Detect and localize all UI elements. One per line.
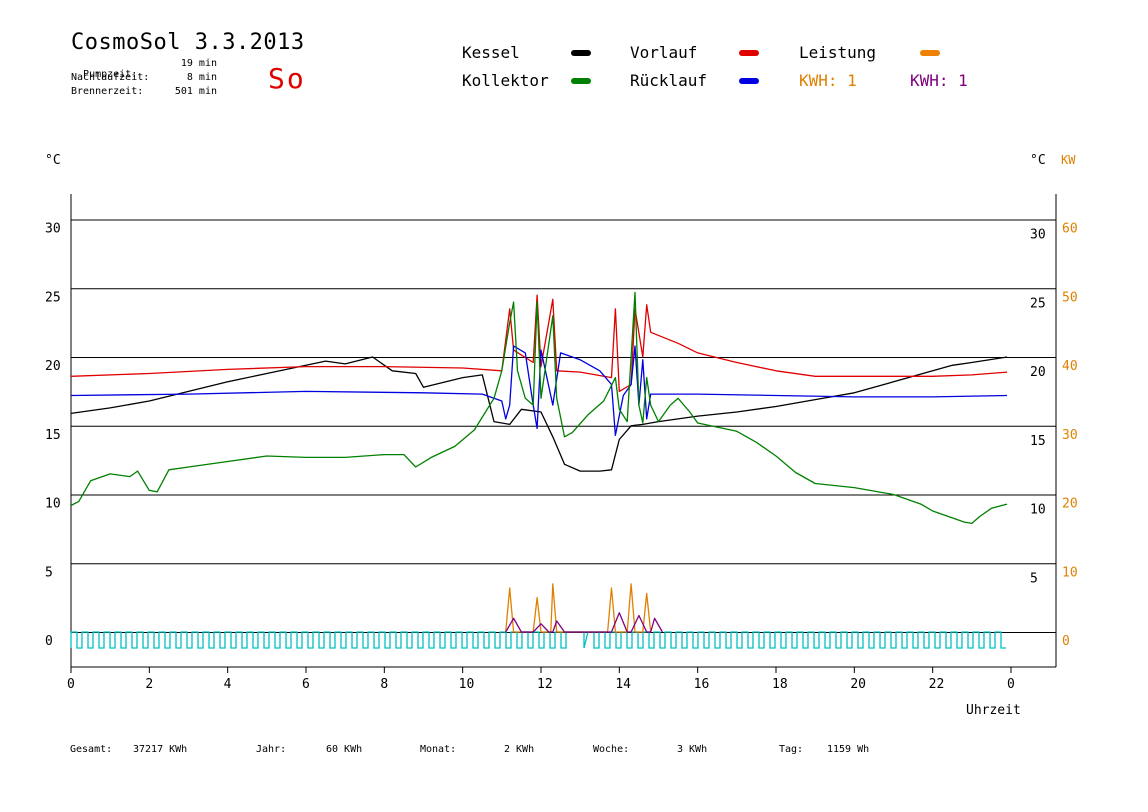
info-label-nachlaufzeit: Nachlaufzeit: (71, 72, 150, 83)
y-tick-left-0: 0 (45, 634, 53, 649)
series-leistung (505, 583, 652, 633)
y-tick-left-20: 20 (45, 359, 61, 374)
y-tick-left-25: 25 (45, 290, 61, 305)
legend-label-ruecklauf: Rücklauf (630, 71, 708, 90)
x-tick-label-12: 0 (1007, 677, 1015, 692)
y-tick-right-25: 25 (1030, 296, 1046, 311)
series-vorlauf (70, 294, 1008, 393)
y-tick-right-20: 20 (1030, 365, 1046, 380)
kw-tick-20: 20 (1062, 497, 1078, 512)
kwh-label-leistung: KWH: 1 (799, 71, 857, 90)
footer-value-jahr: 60 KWh (326, 744, 363, 755)
chart-title: CosmoSol 3.3.2013 (71, 30, 305, 55)
info-label: Pumpzeit: (83, 69, 138, 80)
x-tick-label-4: 8 (380, 677, 388, 692)
x-tick-label-8: 16 (694, 677, 710, 692)
kw-tick-60: 60 (1062, 222, 1078, 237)
footer-label-tag: Tag: (779, 744, 804, 755)
info-value-brennerzeit: 501 min (174, 86, 217, 97)
y-tick-right-5: 5 (1030, 571, 1038, 586)
footer-value-tag: 1159 Wh (827, 744, 870, 755)
kw-tick-40: 40 (1062, 359, 1078, 374)
y-tick-left-10: 10 (45, 497, 61, 512)
info-value-nachlaufzeit: 8 min (186, 72, 217, 83)
chart-series (70, 291, 1008, 649)
footer-label-woche: Woche: (593, 744, 630, 755)
x-tick-label-5: 10 (459, 677, 475, 692)
info-label-brennerzeit: Brennerzeit: (71, 86, 144, 97)
legend-swatch-leistung (920, 50, 940, 56)
x-tick-label-11: 22 (929, 677, 945, 692)
footer-value-gesamt: 37217 KWh (133, 744, 188, 755)
info-row-pumpzeit: Pumpzeit: (71, 58, 137, 80)
x-tick-label-1: 2 (145, 677, 153, 692)
x-tick-label-6: 12 (537, 677, 553, 692)
kw-tick-0: 0 (1062, 634, 1070, 649)
legend-swatch-kessel (571, 50, 591, 56)
legend-label-kessel: Kessel (462, 43, 520, 62)
footer-value-monat: 2 KWh (504, 744, 535, 755)
y-tick-right-15: 15 (1030, 434, 1046, 449)
kwh-label-verlauf: KWH: 1 (910, 71, 968, 90)
series-rücklauf (70, 345, 1008, 437)
x-tick-label-9: 18 (772, 677, 788, 692)
x-tick-label-2: 4 (224, 677, 232, 692)
y-tick-right-30: 30 (1030, 228, 1046, 243)
kw-tick-10: 10 (1062, 565, 1078, 580)
info-value-pumpzeit: 19 min (180, 58, 217, 69)
unit-label-left: °C (45, 153, 61, 168)
legend-label-leistung: Leistung (799, 43, 877, 62)
y-tick-left-30: 30 (45, 222, 61, 237)
unit-label-kw: KW (1061, 153, 1076, 167)
x-tick-label-3: 6 (302, 677, 310, 692)
x-tick-label-0: 0 (67, 677, 75, 692)
footer-value-woche: 3 KWh (677, 744, 708, 755)
legend-swatch-ruecklauf (739, 78, 759, 84)
series-kollektor (70, 291, 1008, 525)
x-tick-label-7: 14 (615, 677, 631, 692)
footer-label-jahr: Jahr: (256, 744, 287, 755)
y-tick-right-10: 10 (1030, 503, 1046, 518)
kw-tick-50: 50 (1062, 290, 1078, 305)
series-kessel (70, 356, 1008, 472)
y-tick-left-15: 15 (45, 428, 61, 443)
unit-label-right: °C (1030, 153, 1046, 168)
footer-label-gesamt: Gesamt: (70, 744, 113, 755)
series-pumpe (70, 631, 1006, 649)
legend-swatch-kollektor (571, 78, 591, 84)
legend-label-kollektor: Kollektor (462, 71, 549, 90)
x-axis-label: Uhrzeit (966, 703, 1021, 718)
kw-tick-30: 30 (1062, 428, 1078, 443)
series-kwh-verlauf (505, 612, 663, 633)
footer-label-monat: Monat: (420, 744, 457, 755)
y-tick-left-5: 5 (45, 565, 53, 580)
weekday-label: So (268, 62, 306, 95)
x-tick-label-10: 20 (850, 677, 866, 692)
legend-label-vorlauf: Vorlauf (630, 43, 698, 62)
legend-swatch-vorlauf (739, 50, 759, 56)
